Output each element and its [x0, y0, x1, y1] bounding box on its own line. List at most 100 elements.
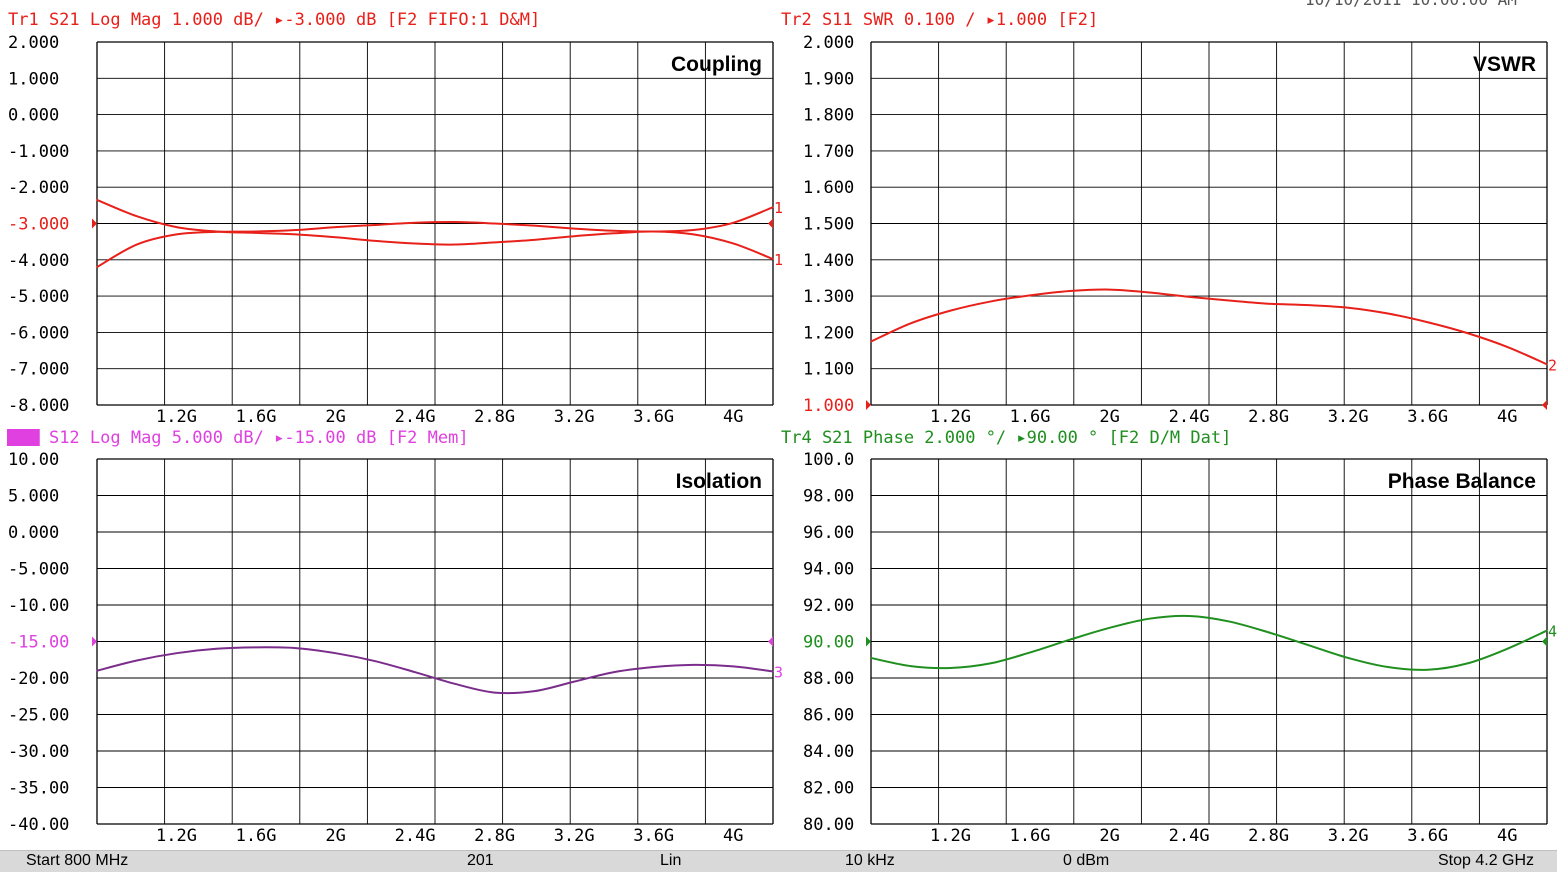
- trace-point: [1108, 288, 1111, 291]
- chart-title: Isolation: [676, 470, 762, 493]
- x-tick-label: 2.4G: [395, 826, 436, 846]
- y-tick-label: -15.00: [8, 633, 69, 653]
- trace-point: [96, 266, 98, 268]
- y-tick-label: -6.000: [8, 323, 69, 343]
- y-tick-label: 96.00: [803, 523, 854, 543]
- status-sweep-type[interactable]: Lin: [660, 852, 682, 869]
- trace-point: [414, 242, 416, 245]
- status-points[interactable]: 201: [467, 852, 494, 869]
- trace-point: [1029, 294, 1031, 296]
- status-start[interactable]: Start 800 MHz: [26, 852, 129, 869]
- trace-point: [1268, 303, 1270, 305]
- trace-end-marker: 2: [1548, 356, 1557, 374]
- x-tick-label: 3.6G: [633, 826, 674, 846]
- y-tick-label: 1.000: [8, 69, 59, 89]
- trace-point: [989, 662, 991, 665]
- y-tick-label: 1.200: [803, 323, 854, 343]
- trace-point: [613, 230, 615, 232]
- trace-point: [255, 646, 257, 648]
- trace-point: [374, 224, 376, 226]
- trace-point: [334, 226, 337, 228]
- trace-point: [772, 258, 774, 260]
- x-tick-label: 2.8G: [474, 407, 515, 427]
- trace-point: [692, 229, 695, 231]
- trace-point: [613, 671, 615, 673]
- trace-point: [692, 664, 695, 666]
- x-tick-label: 2.4G: [1169, 826, 1210, 846]
- trace-point: [175, 226, 178, 228]
- x-tick-label: 1.2G: [156, 407, 197, 427]
- y-tick-label: -8.000: [8, 396, 69, 416]
- y-tick-label: 0.000: [8, 106, 59, 126]
- y-tick-label: 88.00: [803, 669, 854, 689]
- trace-point: [334, 236, 337, 238]
- x-tick-label: 4G: [1497, 826, 1517, 846]
- y-tick-label: -40.00: [8, 815, 69, 835]
- trace-point: [1148, 291, 1150, 294]
- y-tick-label: 1.900: [803, 69, 854, 89]
- x-tick-label: 2G: [325, 407, 345, 427]
- x-tick-label: 2.4G: [395, 407, 436, 427]
- y-tick-label: 1.600: [803, 178, 854, 198]
- y-tick-label: 98.00: [803, 487, 854, 507]
- x-tick-label: 1.2G: [930, 826, 971, 846]
- vna-plots: Tr1 S21 Log Mag 1.000 dB/ ▸-3.000 dB [F2…: [7, 10, 1557, 846]
- y-tick-label: -35.00: [8, 779, 69, 799]
- y-tick-label: 1.100: [803, 360, 854, 380]
- trace-point: [215, 231, 217, 233]
- status-ifbw[interactable]: 10 kHz: [845, 852, 895, 869]
- trace-point: [1466, 662, 1469, 665]
- trace-header[interactable]: Tr2 S11 SWR 0.100 / ▸1.000 [F2]: [781, 10, 1098, 30]
- trace-point: [1427, 321, 1429, 323]
- trace-point: [1029, 651, 1031, 654]
- x-tick-label: 3.6G: [633, 407, 674, 427]
- status-stop[interactable]: Stop 4.2 GHz: [1438, 852, 1535, 869]
- trace-point: [653, 230, 655, 233]
- x-tick-label: 3.2G: [1328, 826, 1369, 846]
- y-tick-label: 10.00: [8, 450, 59, 470]
- trace-line-1: [870, 614, 1548, 671]
- trace-header[interactable]: Tr1 S21 Log Mag 1.000 dB/ ▸-3.000 dB [F2…: [8, 10, 540, 30]
- y-tick-label: -30.00: [8, 742, 69, 762]
- trace-end-marker: 3: [774, 663, 783, 681]
- x-tick-label: 3.6G: [1407, 826, 1448, 846]
- y-tick-label: 94.00: [803, 560, 854, 580]
- trace-point: [1307, 644, 1310, 646]
- y-tick-label: 0.000: [8, 523, 59, 543]
- y-tick-label: -4.000: [8, 251, 69, 271]
- trace-point: [949, 667, 952, 669]
- y-tick-label: 92.00: [803, 596, 854, 616]
- trace-point: [1546, 363, 1548, 365]
- trace-point: [870, 340, 872, 343]
- trace-point: [1188, 615, 1190, 617]
- trace-point: [870, 657, 872, 659]
- y-tick-label: 2.000: [803, 33, 854, 53]
- y-tick-label: 1.300: [803, 287, 854, 307]
- trace-point: [1188, 296, 1190, 298]
- trace-point: [1347, 307, 1349, 309]
- trace-point: [374, 240, 376, 242]
- x-tick-label: 2.8G: [1248, 826, 1289, 846]
- y-tick-label: 86.00: [803, 706, 854, 726]
- trace-point: [1268, 631, 1270, 633]
- y-tick-label: 1.700: [803, 142, 854, 162]
- x-tick-label: 2G: [325, 826, 345, 846]
- trace-point: [772, 670, 774, 673]
- trace-point: [1347, 657, 1349, 659]
- trace-end-marker: 4: [1548, 623, 1557, 641]
- status-power[interactable]: 0 dBm: [1063, 852, 1110, 869]
- trace-end-marker: 1: [774, 199, 783, 217]
- x-tick-label: 3.6G: [1407, 407, 1448, 427]
- trace-header[interactable]: Tr3 S12 Log Mag 5.000 dB/ ▸-15.00 dB [F2…: [8, 428, 469, 448]
- trace-header[interactable]: Tr4 S21 Phase 2.000 °/ ▸90.00 ° [F2 D/M …: [781, 428, 1231, 448]
- trace-line-2: [96, 206, 774, 268]
- trace-point: [374, 660, 376, 662]
- chart-panel-3: Tr3 S12 Log Mag 5.000 dB/ ▸-15.00 dB [F2…: [7, 428, 783, 846]
- chart-title: Coupling: [671, 53, 762, 76]
- y-tick-label: -3.000: [8, 215, 69, 235]
- trace-point: [732, 222, 734, 224]
- trace-point: [573, 227, 575, 230]
- trace-point: [295, 647, 297, 649]
- trace-point: [732, 242, 734, 245]
- trace-point: [1506, 648, 1508, 650]
